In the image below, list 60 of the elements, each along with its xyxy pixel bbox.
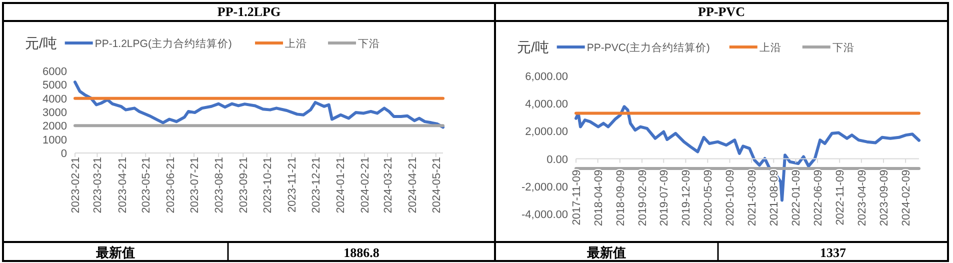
text: 1337 (820, 245, 846, 260)
x-tick-label: 2023-02-21 (70, 157, 82, 214)
text: 最新值 (95, 245, 135, 260)
legend-label: 下沿 (358, 38, 380, 50)
x-tick-label: 2023-11-21 (286, 157, 299, 212)
y-tick-label: 6,000.00 (525, 71, 568, 83)
y-tick-label: -2,000.00 (522, 181, 568, 194)
legend-label: PP-1.2LPG(主力合约结算价) (94, 37, 232, 50)
x-tick-label: 2024-02-09 (900, 170, 913, 226)
x-tick-label: 2021-08-09 (768, 170, 781, 226)
x-tick-label: 2023-04-21 (116, 157, 129, 214)
x-tick-label: 2019-02-09 (636, 170, 649, 226)
x-tick-label: 2023-07-21 (188, 157, 201, 214)
x-tick-label: 2019-07-09 (658, 170, 671, 226)
x-tick-label: 2023-03-21 (92, 157, 104, 214)
x-tick-label: 2024-02-21 (359, 157, 372, 214)
x-tick-label: 2023-12-21 (310, 157, 322, 214)
y-tick-label: 3000 (42, 107, 67, 119)
x-tick-label: 2022-01-09 (790, 170, 803, 226)
y-tick-label: 4000 (42, 93, 67, 106)
x-tick-label: 2023-04-09 (856, 170, 868, 226)
x-tick-label: 2018-04-09 (592, 170, 605, 226)
x-tick-label: 2023-05-21 (140, 157, 153, 214)
y-axis-title: 元/吨 (25, 35, 57, 51)
x-tick-label: 2020-05-09 (702, 170, 715, 226)
line-series (74, 80, 444, 129)
y-tick-label: -4,000.00 (522, 209, 568, 221)
y-tick-label: 2000 (42, 120, 67, 133)
y-tick-label: 1000 (42, 134, 67, 146)
x-tick-label: 2023-09-21 (238, 157, 250, 214)
x-tick-label: 2023-10-21 (262, 157, 274, 214)
y-tick-label: 4,000.00 (525, 98, 568, 111)
x-tick-label: 2024-05-21 (430, 157, 443, 214)
y-tick-label: 6000 (42, 66, 67, 78)
y-tick-label: 5000 (42, 80, 67, 92)
x-tick-label: 2024-04-21 (407, 157, 420, 214)
x-tick-label: 2024-01-21 (334, 157, 347, 214)
x-tick-label: 2022-11-09 (834, 170, 847, 226)
x-tick-label: 2021-03-09 (746, 170, 759, 226)
y-tick-label: 0 (60, 148, 67, 160)
legend-label: PP-PVC(主力合约结算价) (586, 41, 710, 54)
x-tick-label: 2018-09-09 (614, 170, 627, 226)
x-tick-label: 2022-06-09 (812, 170, 825, 226)
chart-title: PP-PVC (698, 4, 745, 19)
x-tick-label: 2024-03-21 (382, 157, 394, 214)
chart-title: PP-1.2LPG (217, 4, 281, 19)
y-tick-label: 0.00 (546, 154, 568, 166)
x-tick-label: 2020-10-09 (724, 170, 737, 226)
x-tick-label: 2019-12-09 (680, 170, 693, 226)
x-tick-label: 2023-06-21 (165, 157, 178, 214)
x-tick-label: 2017-11-09 (571, 170, 583, 226)
x-tick-label: 2023-09-09 (878, 170, 890, 226)
legend-label: 上沿 (285, 37, 308, 50)
y-tick-label: 2,000.00 (525, 126, 568, 138)
text: 1886.8 (344, 245, 380, 260)
text: 最新值 (586, 245, 626, 260)
x-tick-label: 2023-08-21 (214, 157, 226, 214)
legend-label: 上沿 (759, 41, 782, 54)
y-axis-title: 元/吨 (517, 39, 549, 55)
legend-label: 下沿 (832, 42, 854, 54)
